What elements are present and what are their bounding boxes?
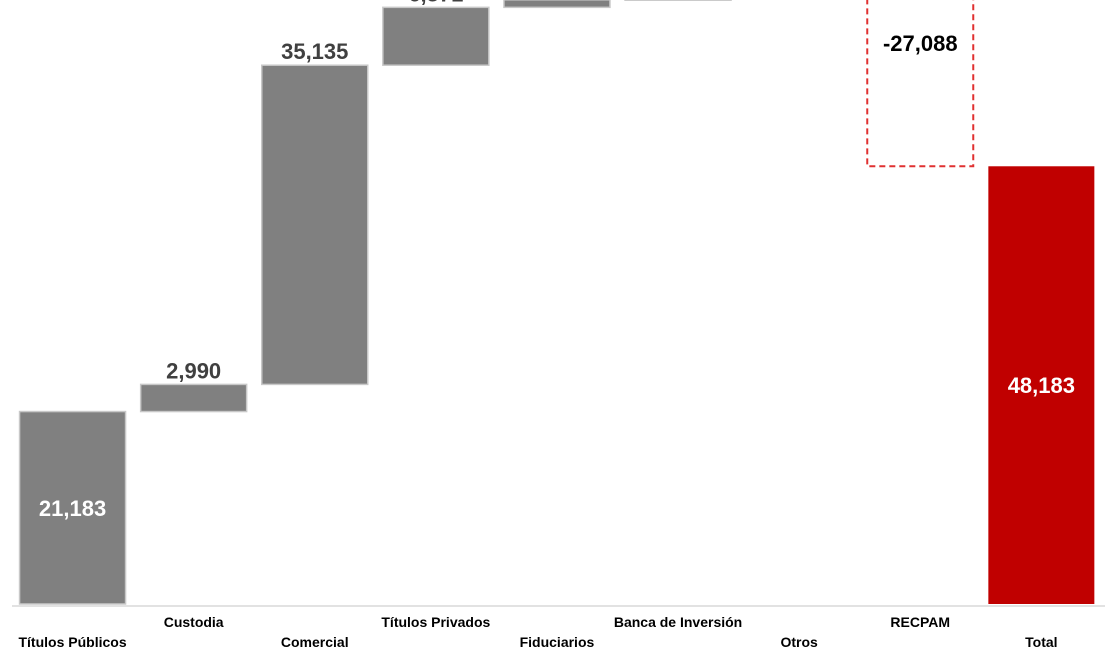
category-label-total: Total [1025,634,1057,650]
category-labels-group: Títulos Públicos Custodia Comercial Títulos… [18,614,1057,650]
value-label-titulos-privados: 6,371 [408,0,463,6]
category-label-recpam: RECPAM [890,614,950,630]
value-label-recpam: -27,088 [883,31,958,56]
bars-group [18,0,1095,605]
bar-comercial [261,64,369,386]
category-label-comercial: Comercial [281,634,349,650]
value-label-custodia: 2,990 [166,358,221,383]
bar-total [988,166,1095,604]
category-label-titulos-publicos: Títulos Públicos [18,634,126,650]
value-label-titulos-publicos: 21,183 [39,496,106,521]
bar-titulos-privados [382,6,490,66]
value-label-total: 48,183 [1008,373,1075,398]
bar-fiduciarios [503,0,611,9]
category-label-fiduciarios: Fiduciarios [520,634,595,650]
value-labels-group: 21,1832,99035,1356,3718291768,586-27,088… [39,0,1075,521]
value-label-comercial: 35,135 [281,39,348,64]
category-label-custodia: Custodia [164,614,224,630]
category-label-otros: Otros [780,634,818,650]
bar-custodia [139,383,248,413]
bar-titulos-publicos [18,410,127,605]
category-label-titulos-privados: Títulos Privados [381,614,490,630]
bar-recpam [866,0,975,168]
category-label-banca-de-inversion: Banca de Inversión [614,614,742,630]
